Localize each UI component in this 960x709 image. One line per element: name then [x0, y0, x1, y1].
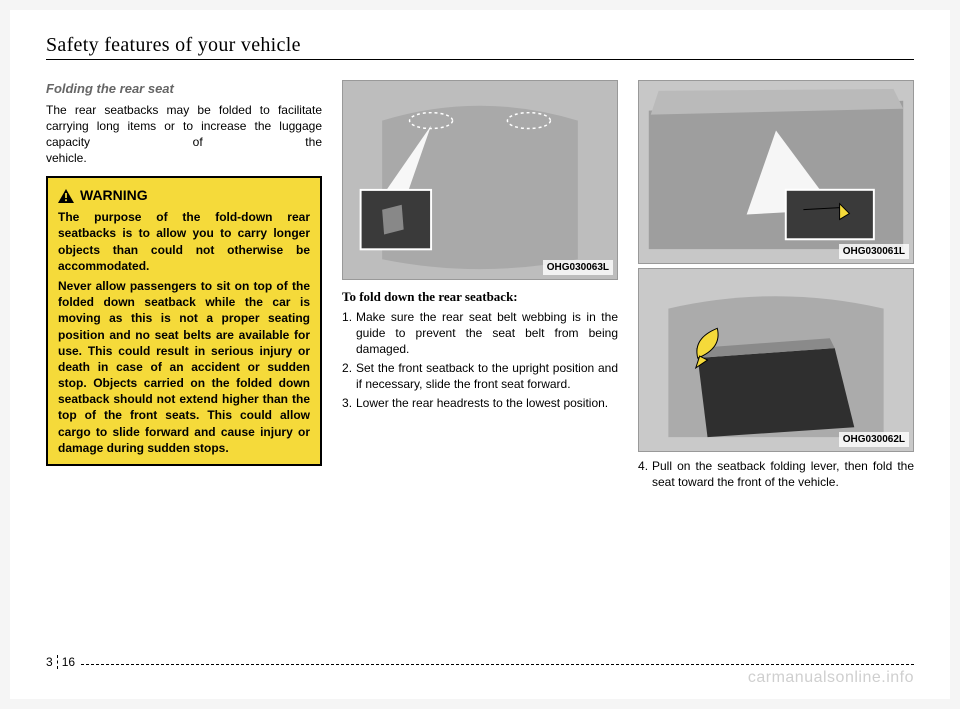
column-left: Folding the rear seat The rear seatbacks…	[46, 80, 322, 493]
steps-title: To fold down the rear seatback:	[342, 288, 618, 306]
figure-label: OHG030063L	[543, 260, 613, 276]
column-right: OHG030061L OHG030062L Pull on the seatba…	[638, 80, 914, 493]
step-4: Pull on the seatback folding lever, then…	[638, 458, 914, 490]
step-3: Lower the rear headrests to the lowest p…	[342, 395, 618, 411]
warning-body: The purpose of the fold-down rear seatba…	[58, 209, 310, 456]
content-columns: Folding the rear seat The rear seatbacks…	[46, 80, 914, 493]
warning-p2: Never allow passengers to sit on top of …	[58, 278, 310, 456]
figure-label-bottom: OHG030062L	[839, 432, 909, 448]
page-footer: 3 16	[46, 664, 914, 665]
figure-seat-folded: OHG030062L	[638, 268, 914, 452]
figure-seat-belt-guide: OHG030063L	[342, 80, 618, 280]
page: Safety features of your vehicle Folding …	[10, 10, 950, 699]
warning-p1: The purpose of the fold-down rear seatba…	[58, 209, 310, 274]
figure-fold-lever-trunk: OHG030061L	[638, 80, 914, 264]
warning-label: WARNING	[80, 186, 148, 205]
step-1: Make sure the rear seat belt webbing is …	[342, 309, 618, 358]
warning-icon	[58, 189, 74, 203]
chapter-number: 3	[46, 655, 58, 669]
watermark: carmanualsonline.info	[748, 669, 914, 687]
figure-label-top: OHG030061L	[839, 244, 909, 260]
page-number: 3 16	[46, 655, 81, 669]
warning-box: WARNING The purpose of the fold-down rea…	[46, 176, 322, 466]
steps-list-col3: Pull on the seatback folding lever, then…	[638, 458, 914, 490]
intro-paragraph: The rear seatbacks may be folded to faci…	[46, 102, 322, 167]
step-2: Set the front seatback to the upright po…	[342, 360, 618, 392]
steps-list-col2: Make sure the rear seat belt webbing is …	[342, 309, 618, 412]
column-middle: OHG030063L To fold down the rear seatbac…	[342, 80, 618, 493]
section-subhead: Folding the rear seat	[46, 80, 322, 98]
intro-text: The rear seatbacks may be folded to faci…	[46, 103, 322, 149]
warning-title-row: WARNING	[58, 186, 310, 205]
header-title: Safety features of your vehicle	[46, 34, 914, 57]
page-header: Safety features of your vehicle	[46, 34, 914, 60]
intro-lastline: vehicle.	[46, 150, 322, 166]
page-number-value: 16	[62, 655, 75, 669]
